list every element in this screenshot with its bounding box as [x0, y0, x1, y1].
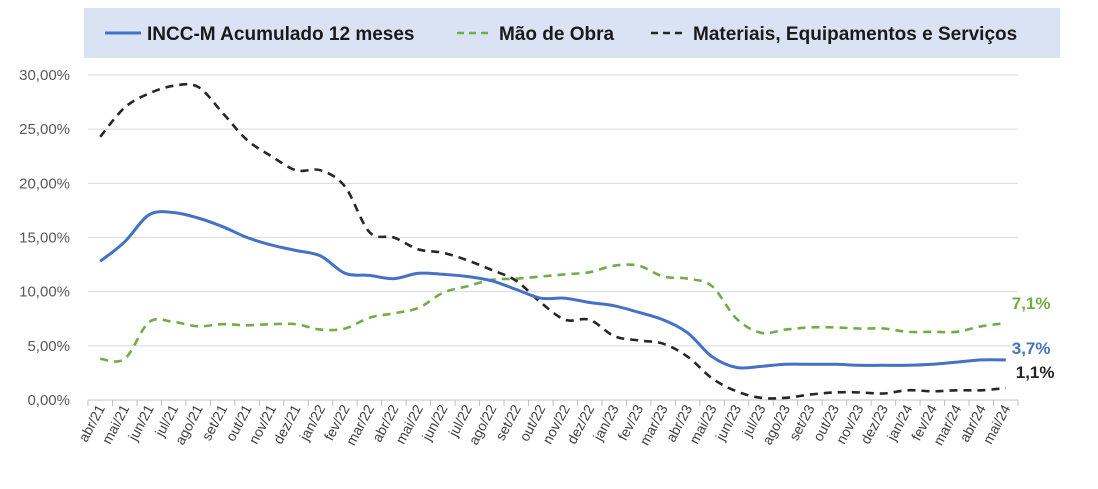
legend: INCC-M Acumulado 12 meses Mão de Obra Mate… [84, 8, 1060, 58]
series-line-1 [100, 263, 1006, 363]
y-tick-label: 25,00% [19, 121, 70, 138]
y-tick-label: 0,00% [27, 392, 70, 409]
y-axis: 0,00% 5,00% 10,00% 15,00% 20,00% 25,00% 30,00% [19, 67, 70, 409]
series-end-label: 3,7% [1012, 339, 1051, 358]
legend-background [84, 8, 1060, 58]
series-line-2 [99, 82, 1006, 400]
y-tick-label: 10,00% [19, 284, 70, 301]
y-tick-label: 5,00% [27, 338, 70, 355]
legend-entry: Materiais, Equipamentos e Serviços [693, 24, 1017, 45]
series-line-0 [99, 210, 1006, 370]
end-labels: 7,1% 1,1% 3,7% [1012, 294, 1055, 382]
legend-entry: Mão de Obra [499, 24, 615, 45]
gridlines [88, 74, 1018, 347]
legend-entry: INCC-M Acumulado 12 meses [147, 24, 414, 45]
series-end-label: 7,1% [1012, 294, 1051, 313]
y-tick-label: 15,00% [19, 230, 70, 247]
series-end-label: 1,1% [1016, 363, 1055, 382]
y-tick-label: 20,00% [19, 175, 70, 192]
series-lines [99, 82, 1006, 400]
y-tick-label: 30,00% [19, 67, 70, 84]
x-axis: abr/21mai/21jun/21jul/21ago/21set/21out/… [75, 399, 1019, 448]
